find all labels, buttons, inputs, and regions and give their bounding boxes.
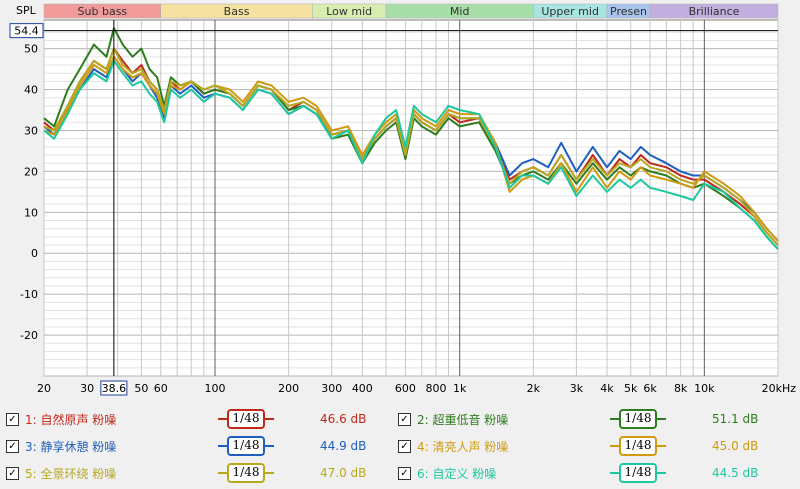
y-tick-label: -10 — [20, 288, 38, 301]
band-label: Brilliance — [689, 5, 740, 18]
legend-item-6[interactable]: ✓ 6: 自定义 粉噪 — [398, 462, 496, 484]
x-tick-label: 800 — [425, 382, 446, 395]
series-line-4 — [43, 55, 779, 242]
smoothing-button[interactable]: 1/48 — [610, 435, 666, 457]
series-name: 1: 自然原声 粉噪 — [25, 412, 117, 427]
series-level-value: 44.9 dB — [320, 439, 367, 453]
smoothing-button[interactable]: 1/48 — [218, 435, 274, 457]
grid — [43, 20, 779, 377]
smoothing-swatch — [610, 409, 666, 429]
y-tick-label: 10 — [24, 206, 38, 219]
legend-item-2[interactable]: ✓ 2: 超重低音 粉噪 — [398, 408, 508, 430]
x-cursor-label: 38.6 — [102, 382, 127, 395]
band-label: Low mid — [326, 5, 372, 18]
x-tick-label: 10k — [694, 382, 715, 395]
x-tick-label: 20kHz — [762, 382, 797, 395]
x-tick-label: 600 — [395, 382, 416, 395]
series-level-value: 46.6 dB — [320, 412, 367, 426]
smoothing-label: 1/48 — [624, 438, 652, 452]
smoothing-swatch — [218, 436, 274, 456]
series-name: 4: 清亮人声 粉噪 — [417, 439, 509, 454]
legend-item-3[interactable]: ✓ 3: 静享休憩 粉噪 — [6, 435, 116, 457]
y-tick-labels: 50 40 30 20 10 0 -10 -20 — [20, 43, 38, 342]
legend: ✓ 1: 自然原声 粉噪 1/48 46.6 dB ✓ 2: 超重低音 粉噪 1/48 51.… — [0, 402, 800, 489]
x-tick-label: 6k — [643, 382, 657, 395]
x-tick-label: 20 — [37, 382, 51, 395]
x-tick-label: 300 — [321, 382, 342, 395]
series-level-value: 47.0 dB — [320, 466, 367, 480]
legend-item-4[interactable]: ✓ 4: 清亮人声 粉噪 — [398, 435, 508, 457]
plot-area — [43, 19, 779, 377]
x-tick-label: 200 — [278, 382, 299, 395]
series-checkbox[interactable]: ✓ — [6, 439, 19, 453]
series-checkbox[interactable]: ✓ — [398, 412, 411, 426]
x-tick-label: 2k — [527, 382, 541, 395]
band-label: Presen — [610, 5, 647, 18]
series-name: 2: 超重低音 粉噪 — [417, 412, 509, 427]
series-checkbox[interactable]: ✓ — [398, 439, 411, 453]
x-tick-label: 50 — [134, 382, 148, 395]
series-line-5 — [43, 47, 779, 246]
series-name: 6: 自定义 粉噪 — [417, 466, 497, 481]
x-tick-label: 3k — [570, 382, 584, 395]
smoothing-swatch — [610, 436, 666, 456]
x-tick-label: 1k — [453, 382, 467, 395]
legend-item-1[interactable]: ✓ 1: 自然原声 粉噪 — [6, 408, 116, 430]
series-level-value: 51.1 dB — [712, 412, 759, 426]
frequency-response-chart: Sub bass Bass Low mid Mid Upper mid Presen Bri… — [9, 3, 797, 396]
x-tick-labels: 20 30 38.6 50 60 100 200 300 400 600 800 1k 2k 3k 4k 5k… — [37, 380, 797, 396]
frequency-bands: Sub bass Bass Low mid Mid Upper mid Presen Bri… — [43, 3, 779, 19]
y-tick-label: 0 — [31, 247, 38, 260]
cursor: 54.4 — [9, 20, 778, 376]
y-cursor-label: 54.4 — [14, 25, 39, 38]
smoothing-label: 1/48 — [232, 438, 260, 452]
smoothing-button[interactable]: 1/48 — [218, 462, 274, 484]
x-tick-label: 8k — [674, 382, 688, 395]
x-tick-label: 5k — [624, 382, 638, 395]
series-line-6 — [43, 59, 779, 250]
y-tick-label: -20 — [20, 329, 38, 342]
y-tick-label: 20 — [24, 165, 38, 178]
smoothing-button[interactable]: 1/48 — [218, 408, 274, 430]
series-lines — [43, 27, 779, 250]
series-name: 3: 静享休憩 粉噪 — [25, 439, 117, 454]
series-level-value: 44.5 dB — [712, 466, 759, 480]
band-label: Mid — [450, 5, 470, 18]
series-level-value: 45.0 dB — [712, 439, 759, 453]
band-label: Bass — [224, 5, 250, 18]
y-tick-label: 50 — [24, 43, 38, 56]
legend-item-5[interactable]: ✓ 5: 全景环绕 粉噪 — [6, 462, 116, 484]
y-tick-label: 40 — [24, 84, 38, 97]
x-tick-label: 60 — [154, 382, 168, 395]
x-tick-label: 4k — [600, 382, 614, 395]
y-cursor-box — [9, 23, 44, 39]
band-label: Sub bass — [78, 5, 128, 18]
x-cursor-box — [100, 380, 128, 396]
smoothing-swatch — [218, 463, 274, 483]
series-name: 5: 全景环绕 粉噪 — [25, 466, 117, 481]
smoothing-label: 1/48 — [232, 411, 260, 425]
x-tick-label: 30 — [80, 382, 94, 395]
smoothing-button[interactable]: 1/48 — [610, 462, 666, 484]
x-tick-label: 100 — [205, 382, 226, 395]
x-tick-label: 400 — [352, 382, 373, 395]
band-label: Upper mid — [541, 5, 599, 18]
series-checkbox[interactable]: ✓ — [6, 466, 19, 480]
smoothing-swatch — [218, 409, 274, 429]
band-6 — [649, 3, 779, 19]
y-axis-label: SPL — [16, 4, 37, 17]
smoothing-swatch — [610, 463, 666, 483]
series-checkbox[interactable]: ✓ — [398, 466, 411, 480]
smoothing-label: 1/48 — [624, 411, 652, 425]
smoothing-label: 1/48 — [624, 465, 652, 479]
smoothing-label: 1/48 — [232, 465, 260, 479]
y-tick-label: 30 — [24, 124, 38, 137]
smoothing-button[interactable]: 1/48 — [610, 408, 666, 430]
series-checkbox[interactable]: ✓ — [6, 412, 19, 426]
